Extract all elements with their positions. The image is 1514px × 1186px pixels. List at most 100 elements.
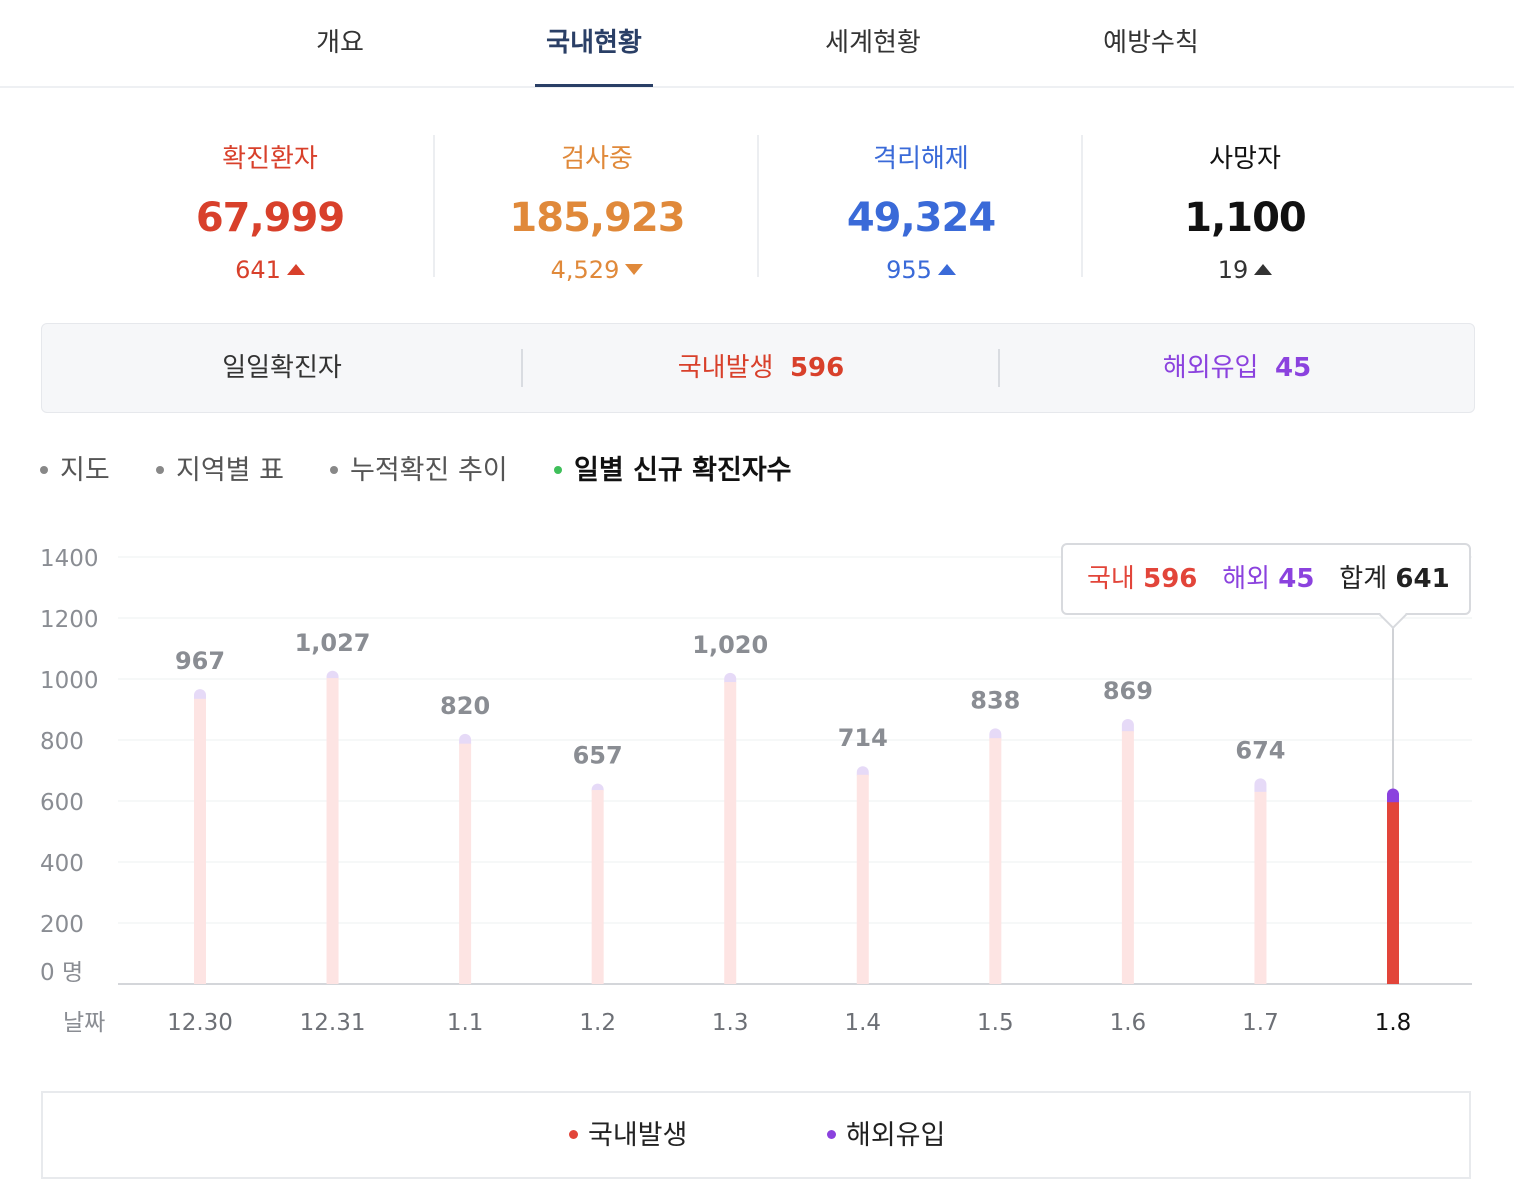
x-tick-label: 12.30 bbox=[167, 1010, 233, 1036]
daily-cases-chart: 1400 1200 1000 800 600 400 200 0 명 967 1,027 820 6… bbox=[40, 546, 1472, 1036]
tooltip-total-value: 641 bbox=[1395, 564, 1450, 594]
bullet-icon bbox=[156, 466, 164, 474]
y-tick-label: 800 bbox=[40, 729, 84, 755]
stat-deaths-delta-value: 19 bbox=[1217, 256, 1249, 284]
bullet-icon bbox=[330, 466, 338, 474]
x-tick-label: 1.3 bbox=[712, 1010, 749, 1036]
stat-released: 격리해제 49,324 955 bbox=[759, 135, 1083, 284]
chart-bars bbox=[194, 615, 1399, 984]
daily-domestic-value: 596 bbox=[789, 353, 845, 383]
daily-title: 일일확진자 bbox=[222, 353, 342, 383]
x-tick-label: 1.7 bbox=[1242, 1010, 1279, 1036]
divider bbox=[521, 349, 523, 387]
x-axis-label: 날짜 bbox=[63, 1010, 105, 1036]
stat-released-value: 49,324 bbox=[846, 195, 996, 241]
legend-overseas[interactable]: 해외유입 bbox=[827, 1093, 945, 1179]
top-tab-bar: 개요 국내현황 세계현황 예방수칙 bbox=[0, 0, 1514, 88]
stat-confirmed-delta: 641 bbox=[108, 253, 432, 287]
subtab-daily-new-label: 일별 신규 확진자수 bbox=[574, 455, 792, 486]
bar-value-label: 1,020 bbox=[692, 631, 768, 659]
subtab-cumulative-trend[interactable]: 누적확진 추이 bbox=[330, 448, 508, 494]
divider bbox=[433, 135, 435, 277]
stat-confirmed-label: 확진환자 bbox=[222, 144, 318, 174]
tooltip-domestic: 국내 596 bbox=[1087, 564, 1197, 594]
subtab-region-table[interactable]: 지역별 표 bbox=[156, 448, 284, 494]
divider bbox=[757, 135, 759, 277]
tab-overview[interactable]: 개요 bbox=[316, 28, 364, 58]
divider bbox=[998, 349, 1000, 387]
bar-value-label: 657 bbox=[573, 742, 623, 770]
bar-domestic bbox=[591, 790, 604, 984]
stat-testing-delta-value: 4,529 bbox=[550, 256, 620, 284]
bar-domestic bbox=[1121, 731, 1134, 984]
legend-domestic[interactable]: 국내발생 bbox=[569, 1093, 687, 1179]
y-tick-label: 1400 bbox=[40, 546, 99, 572]
tooltip-overseas-label: 해외 bbox=[1222, 564, 1271, 594]
tooltip-total-label: 합계 bbox=[1339, 564, 1388, 594]
x-tick-label: 1.2 bbox=[579, 1010, 616, 1036]
bar-value-label: 838 bbox=[970, 686, 1020, 714]
triangle-up-icon bbox=[1254, 264, 1273, 275]
bar-value-label: 820 bbox=[440, 692, 490, 720]
stat-confirmed: 확진환자 67,999 641 bbox=[108, 135, 432, 284]
x-tick-label: 1.6 bbox=[1110, 1010, 1147, 1036]
stat-testing: 검사중 185,923 4,529 bbox=[435, 135, 759, 284]
y-tick-label: 400 bbox=[40, 851, 84, 877]
chart-legend: 국내발생 해외유입 bbox=[41, 1091, 1471, 1179]
bar-domestic bbox=[326, 678, 339, 984]
chart-tooltip: 국내 596 해외 45 합계 641 bbox=[1061, 543, 1471, 630]
tooltip-overseas: 해외 45 bbox=[1222, 564, 1314, 594]
y-tick-label: 0 명 bbox=[40, 960, 83, 986]
bar-value-label: 674 bbox=[1235, 736, 1285, 764]
x-tick-label: 1.5 bbox=[977, 1010, 1014, 1036]
x-axis-ticks: 날짜 12.30 12.31 1.1 1.2 1.3 1.4 1.5 1.6 1.7 1.8 bbox=[63, 1010, 1411, 1036]
bar-domestic bbox=[989, 738, 1002, 984]
stat-deaths-value: 1,100 bbox=[1184, 195, 1307, 241]
subtab-region-table-label: 지역별 표 bbox=[176, 455, 284, 486]
bullet-icon bbox=[40, 466, 48, 474]
daily-overseas: 해외유입 45 bbox=[1000, 324, 1474, 412]
y-tick-label: 200 bbox=[40, 912, 84, 938]
daily-overseas-label: 해외유입 bbox=[1162, 353, 1259, 383]
tooltip-total: 합계 641 bbox=[1339, 564, 1449, 594]
bar-domestic bbox=[1254, 791, 1267, 984]
x-tick-label: 1.4 bbox=[844, 1010, 881, 1036]
daily-domestic-label: 국내발생 bbox=[677, 353, 774, 383]
subtab-cumulative-trend-label: 누적확진 추이 bbox=[350, 455, 508, 486]
bar-value-label: 869 bbox=[1103, 677, 1153, 705]
subtab-map[interactable]: 지도 bbox=[40, 448, 110, 494]
legend-domestic-label: 국내발생 bbox=[588, 1120, 688, 1151]
stat-confirmed-value: 67,999 bbox=[195, 195, 345, 241]
y-tick-label: 1000 bbox=[40, 668, 99, 694]
stat-testing-delta: 4,529 bbox=[435, 253, 759, 287]
subtab-daily-new[interactable]: 일별 신규 확진자수 bbox=[554, 448, 792, 494]
triangle-up-icon bbox=[937, 264, 956, 275]
tooltip-domestic-value: 596 bbox=[1143, 564, 1198, 594]
stat-deaths-label: 사망자 bbox=[1209, 144, 1281, 174]
stat-released-delta: 955 bbox=[759, 253, 1083, 287]
stat-released-delta-value: 955 bbox=[886, 256, 932, 284]
bar-domestic bbox=[459, 743, 472, 984]
daily-confirmed-box: 일일확진자 국내발생 596 해외유입 45 bbox=[41, 323, 1475, 413]
bar-value-labels: 967 1,027 820 657 1,020 714 838 869 674 bbox=[175, 629, 1286, 770]
bar-value-label: 1,027 bbox=[295, 629, 371, 657]
bar-domestic bbox=[724, 682, 737, 984]
tab-domestic[interactable]: 국내현황 bbox=[546, 28, 642, 58]
bar-domestic bbox=[194, 698, 206, 984]
daily-overseas-value: 45 bbox=[1275, 353, 1312, 383]
active-tab-indicator bbox=[535, 84, 653, 87]
y-tick-label: 600 bbox=[40, 790, 84, 816]
stat-testing-label: 검사중 bbox=[561, 144, 633, 174]
legend-overseas-label: 해외유입 bbox=[846, 1120, 946, 1151]
y-axis-ticks: 1400 1200 1000 800 600 400 200 0 명 bbox=[40, 546, 99, 986]
stat-confirmed-delta-value: 641 bbox=[235, 256, 281, 284]
red-dot-icon bbox=[569, 1130, 578, 1139]
bar-domestic bbox=[856, 774, 869, 984]
bar-value-label: 714 bbox=[838, 724, 888, 752]
x-tick-label: 12.31 bbox=[300, 1010, 366, 1036]
tooltip-overseas-value: 45 bbox=[1278, 564, 1315, 594]
tab-world[interactable]: 세계현황 bbox=[825, 28, 921, 58]
triangle-up-icon bbox=[286, 264, 305, 275]
stat-released-label: 격리해제 bbox=[873, 144, 969, 174]
tab-prevention[interactable]: 예방수칙 bbox=[1103, 28, 1199, 58]
